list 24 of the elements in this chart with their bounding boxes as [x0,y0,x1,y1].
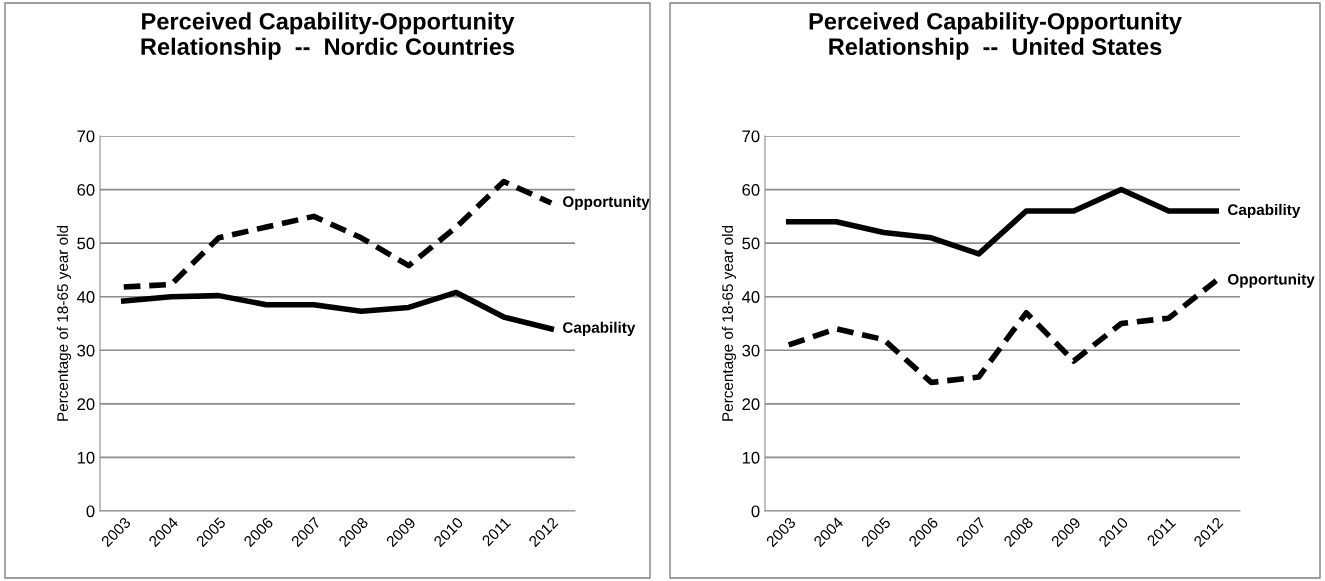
y-tick-label: 70 [742,130,760,143]
y-tick-label: 30 [742,344,760,357]
y-tick-label: 40 [741,291,760,303]
y-tick-label: 20 [742,398,760,411]
y-tick-label: 50 [77,237,95,250]
y-tick-label: 10 [742,451,760,464]
series-label: Opportunity [1227,273,1315,288]
chart-title: Perceived Capability-Opportunity Relationship -- United States [809,12,1182,60]
y-tick-label: 60 [742,183,760,196]
y-tick-label: 40 [76,291,95,303]
series-label: Opportunity [562,195,650,211]
y-tick-label: 0 [86,505,95,518]
chart-title: Perceived Capability-Opportunity Relationship -- Nordic Countries [141,12,515,60]
y-tick-label: 10 [77,451,95,464]
y-tick-label: 50 [742,237,760,250]
y-tick-label: 70 [77,130,95,143]
y-tick-label: 60 [77,183,95,196]
y-axis-title: Percentage of 18-65 year old [56,225,72,421]
y-tick-label: 0 [751,505,760,518]
y-tick-label: 20 [77,398,95,411]
y-tick-label: 30 [77,344,95,357]
y-axis-title: Percentage of 18-65 year old [721,225,737,421]
series-label: Capability [562,321,636,336]
series-label: Capability [1227,203,1301,219]
